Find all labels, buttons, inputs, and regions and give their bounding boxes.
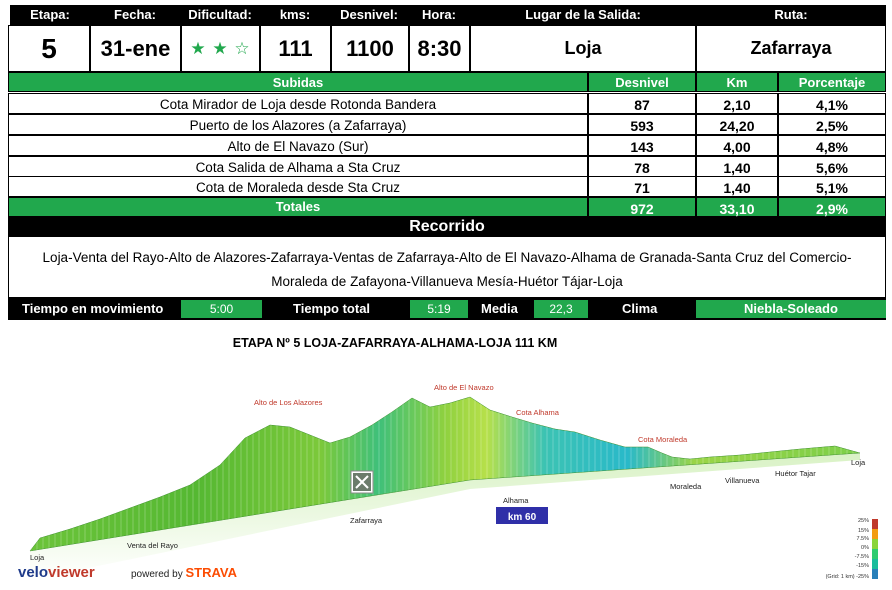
etapa-value: 5 [8, 25, 90, 72]
peak-label-moraleda: Cota Moraleda [638, 435, 688, 444]
tiempo-total-value: 5:19 [410, 300, 468, 318]
recorrido-box: Loja-Venta del Rayo-Alto de Alazores-Zaf… [8, 237, 886, 298]
totales-label: Totales [8, 197, 588, 217]
place-label-venta-rayo: Venta del Rayo [127, 541, 178, 550]
salida-value: Loja [470, 25, 696, 72]
ruta-label: Ruta: [696, 5, 886, 25]
kms-value: 111 [260, 25, 331, 72]
recorrido-title: Recorrido [8, 217, 886, 237]
tiempo-movimiento-value: 5:00 [181, 300, 262, 318]
km-header: Km [696, 72, 778, 92]
elevation-profile-chart: Alto de Los Alazores Alto de El Navazo C… [18, 383, 878, 581]
totales-porcentaje: 2,9% [778, 197, 886, 217]
media-value: 22,3 [534, 300, 588, 318]
profile-shadow [30, 453, 860, 580]
recorrido-line-2: Moraleda de Zafayona-Villanueva Mesía-Hu… [271, 274, 623, 289]
hora-value: 8:30 [409, 25, 470, 72]
porcentaje-header: Porcentaje [778, 72, 886, 92]
fecha-label: Fecha: [90, 5, 180, 25]
etapa-label: Etapa: [10, 5, 90, 25]
place-label-alhama: Alhama [503, 496, 529, 505]
tiempo-total-label: Tiempo total [293, 299, 393, 319]
climb-name: Cota Salida de Alhama a Sta Cruz [8, 156, 588, 177]
climb-porcentaje: 4,8% [778, 135, 886, 156]
climb-name: Alto de El Navazo (Sur) [8, 135, 588, 156]
recorrido-line-1: Loja-Venta del Rayo-Alto de Alazores-Zaf… [42, 250, 852, 265]
legend-neg-7-5: -7.5% [855, 554, 869, 560]
fecha-value: 31-ene [90, 25, 181, 72]
salida-label: Lugar de la Salida: [470, 5, 696, 25]
climb-name: Cota Mirador de Loja desde Rotonda Bande… [8, 93, 588, 114]
place-label-villanueva: Villanueva [725, 476, 760, 485]
climb-km: 2,10 [696, 93, 778, 114]
climb-km: 4,00 [696, 135, 778, 156]
climb-porcentaje: 5,1% [778, 176, 886, 197]
climb-desnivel: 593 [588, 114, 696, 135]
climb-km: 1,40 [696, 156, 778, 177]
climb-name: Puerto de los Alazores (a Zafarraya) [8, 114, 588, 135]
climb-desnivel: 78 [588, 156, 696, 177]
climb-desnivel: 143 [588, 135, 696, 156]
food-stop-icon [350, 470, 374, 494]
legend-15: 15% [858, 528, 869, 534]
place-label-loja-start: Loja [30, 553, 45, 562]
profile-title: ETAPA Nº 5 LOJA-ZAFARRAYA-ALHAMA-LOJA 11… [232, 336, 558, 350]
climb-desnivel: 71 [588, 176, 696, 197]
clima-value: Niebla-Soleado [696, 300, 886, 318]
km-marker-label: km 60 [508, 512, 537, 523]
ruta-value: Zafarraya [696, 25, 886, 72]
media-label: Media [481, 299, 531, 319]
peak-label-alazores: Alto de Los Alazores [254, 398, 323, 407]
dificultad-label: Dificultad: [180, 5, 260, 25]
peak-label-navazo: Alto de El Navazo [434, 383, 494, 392]
legend-neg-15: -15% [856, 563, 869, 569]
legend-7-5: 7.5% [856, 536, 869, 542]
hora-label: Hora: [408, 5, 470, 25]
climb-desnivel: 87 [588, 93, 696, 114]
totales-desnivel: 972 [588, 197, 696, 217]
desnivel-label: Desnivel: [330, 5, 408, 25]
place-label-loja-end: Loja [851, 458, 866, 467]
legend-grid-note: (Grid: 1 km) -25% [826, 574, 870, 580]
climb-name: Cota de Moraleda desde Sta Cruz [8, 176, 588, 197]
place-label-moraleda: Moraleda [670, 482, 702, 491]
climb-km: 24,20 [696, 114, 778, 135]
km-marker-box [496, 507, 548, 524]
peak-label-alhama: Cota Alhama [516, 408, 560, 417]
subidas-header: Subidas [8, 72, 588, 92]
climb-porcentaje: 5,6% [778, 156, 886, 177]
difficulty-stars-icon: ★ ★ ☆ [181, 25, 260, 72]
kms-label: kms: [260, 5, 330, 25]
climb-porcentaje: 4,1% [778, 93, 886, 114]
legend-25: 25% [858, 518, 869, 524]
legend-0: 0% [861, 545, 869, 551]
tiempo-movimiento-label: Tiempo en movimiento [22, 299, 182, 319]
veloviewer-logo: veloviewer [18, 564, 95, 581]
climb-porcentaje: 2,5% [778, 114, 886, 135]
desnivel-header: Desnivel [588, 72, 696, 92]
totales-km: 33,10 [696, 197, 778, 217]
climb-km: 1,40 [696, 176, 778, 197]
strava-logo: powered by STRAVA [131, 565, 238, 580]
place-label-huetor: Huétor Tajar [775, 469, 816, 478]
gradient-legend [872, 519, 878, 579]
clima-label: Clima [622, 299, 672, 319]
desnivel-value: 1100 [331, 25, 409, 72]
place-label-zafarraya: Zafarraya [350, 516, 383, 525]
